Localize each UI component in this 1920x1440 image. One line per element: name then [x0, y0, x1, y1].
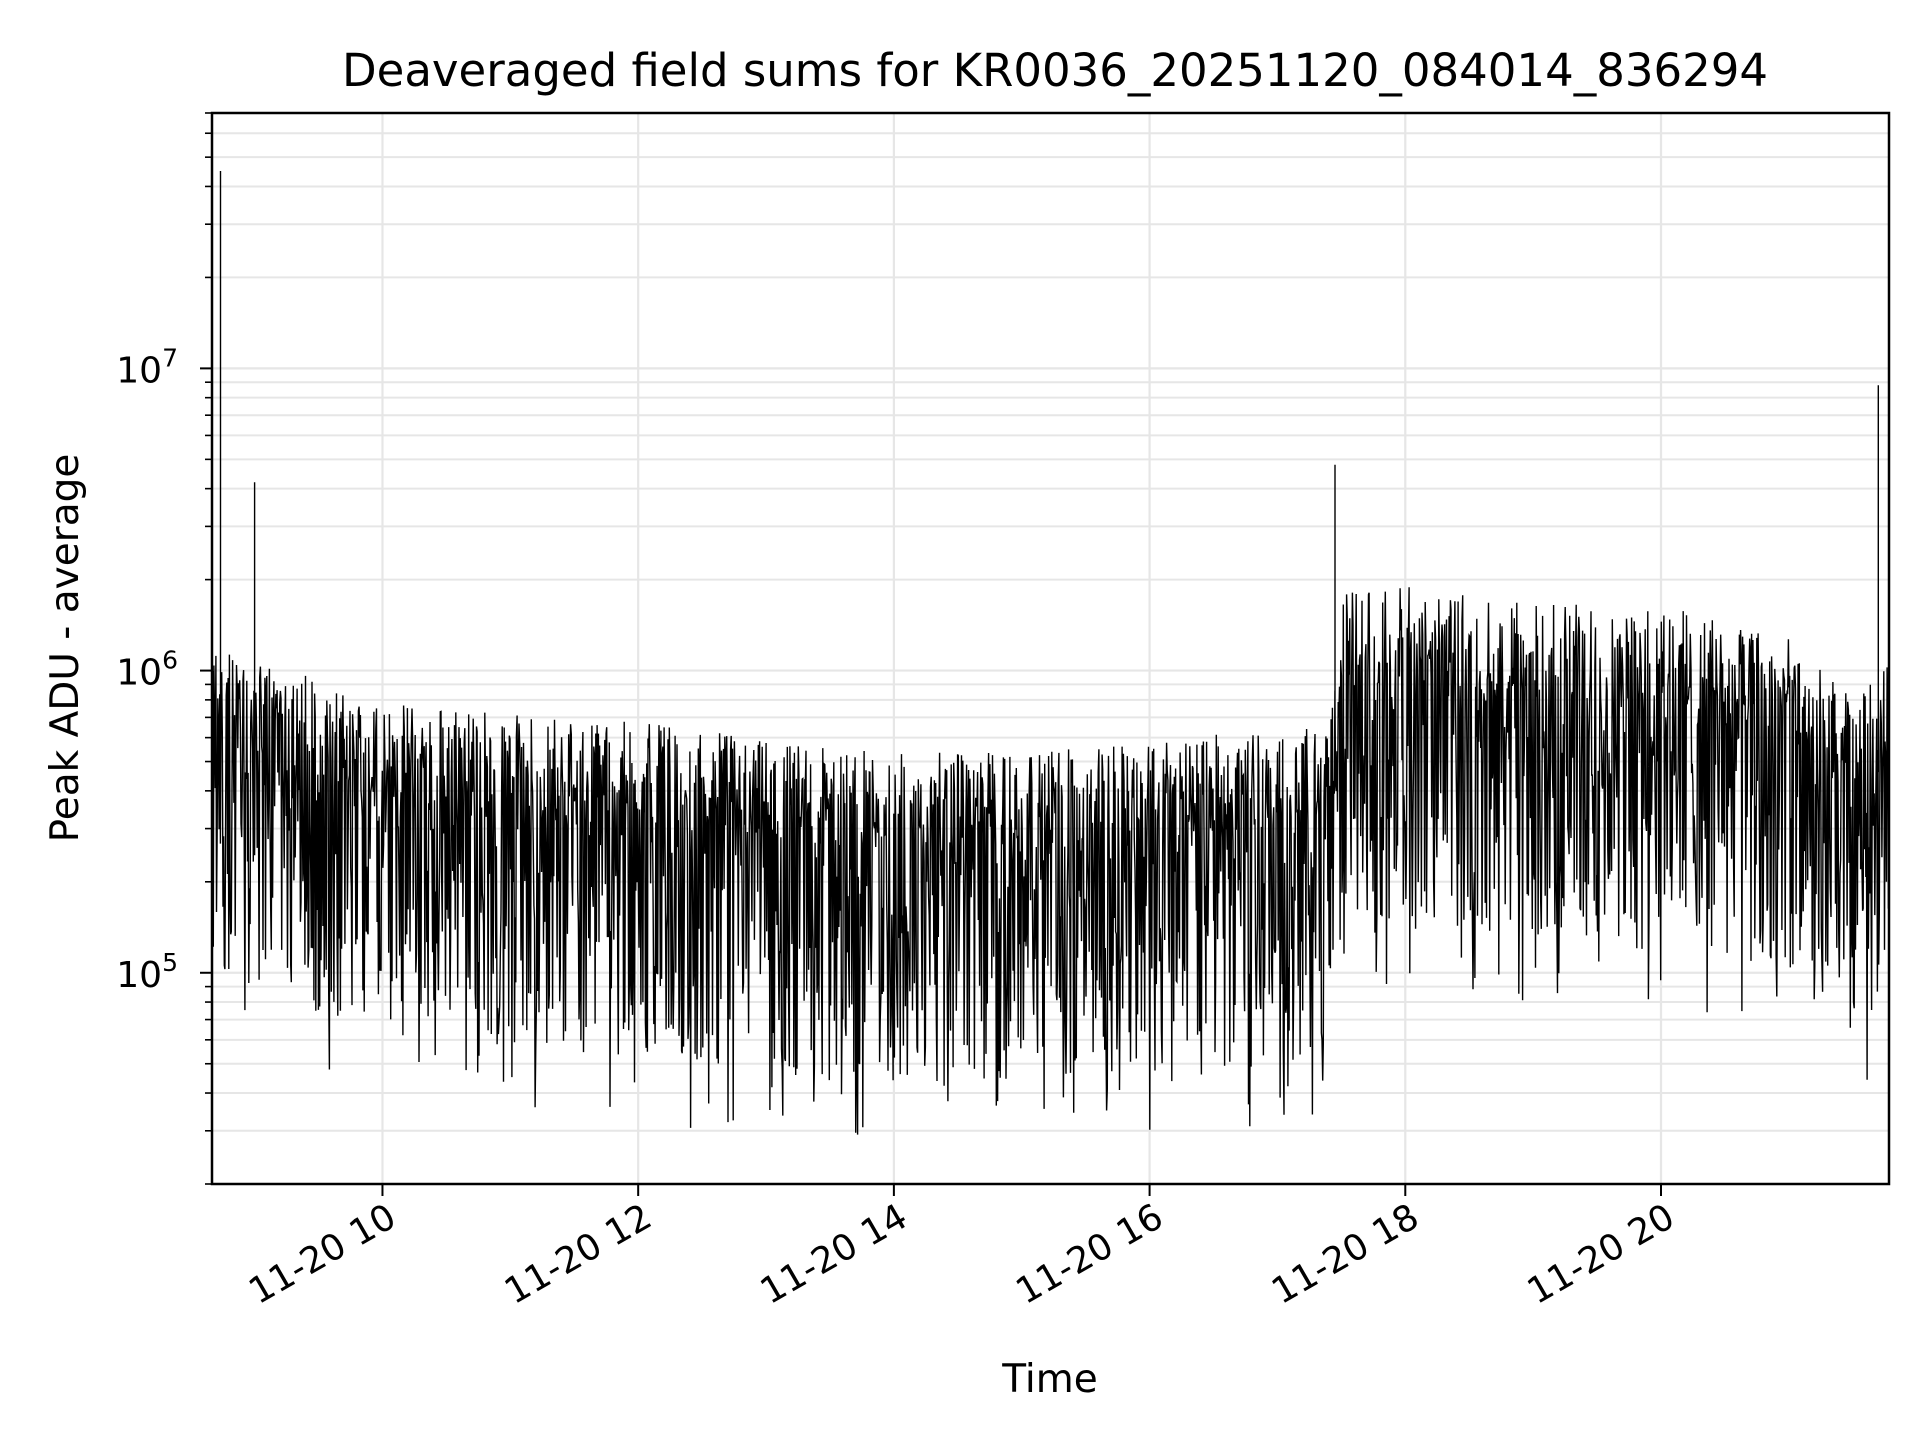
series-line [211, 171, 1890, 1135]
y-tick-label: 106 [116, 646, 178, 694]
y-tick-label: 105 [116, 948, 178, 996]
x-axis-label: Time [1001, 1357, 1097, 1402]
chart-title: Deaveraged field sums for KR0036_2025112… [342, 44, 1768, 97]
y-tick-label: 107 [116, 343, 178, 391]
y-axis-ticks: 105 106 107 [116, 112, 212, 1185]
y-axis-label: Peak ADU - average [43, 454, 88, 843]
plot-frame [210, 111, 1891, 1186]
